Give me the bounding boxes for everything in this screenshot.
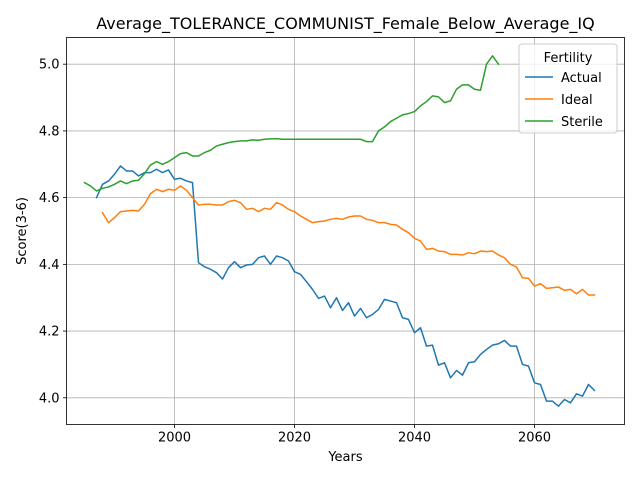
series-line-actual bbox=[95, 165, 596, 407]
legend-label-actual: Actual bbox=[561, 71, 602, 86]
x-tick-label: 2020 bbox=[278, 431, 311, 446]
series-lines bbox=[83, 55, 596, 407]
y-tick-label: 4.0 bbox=[39, 391, 60, 406]
legend-frame bbox=[518, 43, 618, 134]
axis-ticks: 2000 2020 2040 2060 4.0 4.2 4.4 4.6 4.8 5.0 bbox=[39, 58, 551, 446]
legend-label-sterile: Sterile bbox=[561, 115, 603, 130]
y-tick-label: 4.6 bbox=[39, 191, 60, 206]
y-tick-label: 4.8 bbox=[39, 124, 60, 139]
y-tick-label: 5.0 bbox=[39, 58, 60, 73]
y-tick-label: 4.4 bbox=[39, 258, 60, 273]
y-axis-title: Score(3-6) bbox=[15, 197, 30, 265]
plot-frame bbox=[66, 37, 625, 425]
x-tick-label: 2000 bbox=[158, 431, 191, 446]
y-tick-label: 4.2 bbox=[39, 325, 60, 340]
series-line-sterile bbox=[83, 55, 500, 192]
legend-title: Fertility bbox=[544, 51, 593, 66]
x-tick-label: 2060 bbox=[518, 431, 551, 446]
chart-title: Average_TOLERANCE_COMMUNIST_Female_Below… bbox=[96, 14, 594, 34]
x-axis-title: Years bbox=[327, 450, 363, 465]
x-tick-label: 2040 bbox=[398, 431, 431, 446]
legend-label-ideal: Ideal bbox=[561, 93, 593, 108]
series-line-ideal bbox=[101, 185, 596, 296]
legend: Fertility Actual Ideal Sterile bbox=[518, 43, 618, 134]
